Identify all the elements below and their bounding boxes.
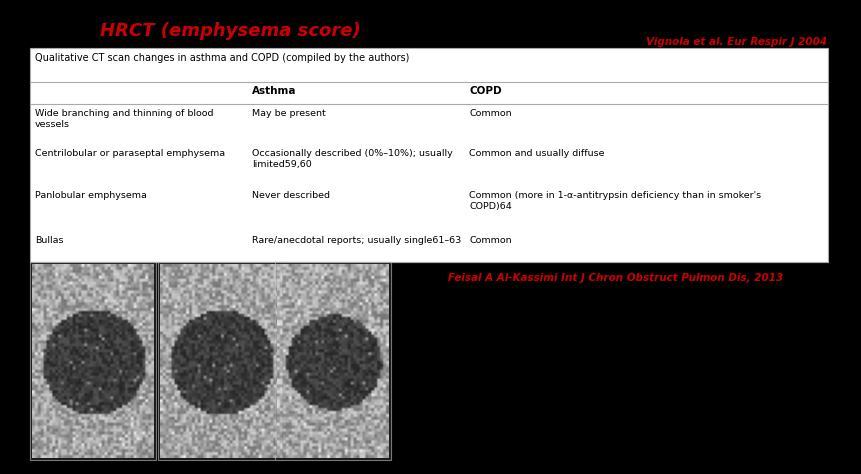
Text: Centrilobular or paraseptal emphysema: Centrilobular or paraseptal emphysema <box>35 149 225 158</box>
Text: Common (more in 1-α-antitrypsin deficiency than in smoker's
COPD)64: Common (more in 1-α-antitrypsin deficien… <box>469 191 761 211</box>
Text: HRCT (emphysema score): HRCT (emphysema score) <box>100 22 361 40</box>
Text: Feisal A Al-Kassimi Int J Chron Obstruct Pulmon Dis, 2013: Feisal A Al-Kassimi Int J Chron Obstruct… <box>448 273 783 283</box>
Text: Panlobular emphysema: Panlobular emphysema <box>35 191 147 200</box>
Bar <box>30 48 828 262</box>
Text: Common and usually diffuse: Common and usually diffuse <box>469 149 604 158</box>
Text: May be present: May be present <box>252 109 325 118</box>
Text: Asthma: Asthma <box>252 86 296 96</box>
Text: COPD: COPD <box>469 86 502 96</box>
Text: Qualitative CT scan changes in asthma and COPD (compiled by the authors): Qualitative CT scan changes in asthma an… <box>35 53 409 63</box>
Text: Occasionally described (0%–10%); usually
limited59,60: Occasionally described (0%–10%); usually… <box>252 149 453 169</box>
Text: Rare/anecdotal reports; usually single61–63: Rare/anecdotal reports; usually single61… <box>252 237 461 246</box>
Bar <box>275 262 391 460</box>
Text: Vignola et al. Eur Respir J 2004: Vignola et al. Eur Respir J 2004 <box>646 37 827 47</box>
Bar <box>30 262 156 460</box>
Text: Common: Common <box>469 237 511 246</box>
Text: Wide branching and thinning of blood
vessels: Wide branching and thinning of blood ves… <box>35 109 214 129</box>
Text: Bullas: Bullas <box>35 237 64 246</box>
Text: Never described: Never described <box>252 191 330 200</box>
Bar <box>158 262 284 460</box>
Text: Common: Common <box>469 109 511 118</box>
